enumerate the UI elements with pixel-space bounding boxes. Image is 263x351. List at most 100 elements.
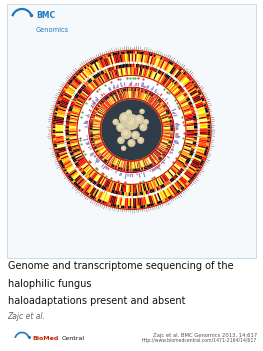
Wedge shape [207, 118, 210, 120]
Wedge shape [93, 155, 96, 157]
Wedge shape [173, 69, 179, 77]
Wedge shape [169, 141, 172, 143]
Wedge shape [127, 67, 129, 75]
Wedge shape [116, 69, 119, 76]
Wedge shape [62, 158, 70, 163]
Wedge shape [99, 98, 164, 162]
Wedge shape [102, 99, 105, 102]
Wedge shape [74, 78, 81, 85]
Wedge shape [160, 177, 165, 184]
Wedge shape [95, 78, 100, 85]
Wedge shape [124, 168, 125, 171]
Wedge shape [105, 97, 108, 99]
Wedge shape [192, 161, 199, 166]
Wedge shape [138, 68, 140, 75]
Wedge shape [182, 105, 190, 109]
Wedge shape [162, 139, 169, 142]
Wedge shape [206, 144, 209, 146]
Wedge shape [155, 193, 160, 201]
Wedge shape [86, 175, 89, 179]
Wedge shape [100, 156, 103, 159]
Text: Genomics: Genomics [36, 27, 69, 33]
Wedge shape [194, 155, 202, 160]
Wedge shape [172, 146, 174, 148]
Wedge shape [111, 157, 115, 163]
Wedge shape [108, 71, 112, 79]
Wedge shape [111, 182, 114, 190]
Wedge shape [107, 155, 112, 161]
Wedge shape [166, 60, 169, 63]
Wedge shape [164, 79, 169, 86]
Wedge shape [94, 137, 100, 139]
Wedge shape [147, 165, 149, 168]
Text: haloadaptations present and absent: haloadaptations present and absent [8, 297, 185, 306]
Wedge shape [168, 114, 171, 116]
Wedge shape [59, 97, 62, 100]
Wedge shape [169, 77, 173, 81]
Wedge shape [158, 192, 163, 200]
Wedge shape [151, 181, 155, 188]
Wedge shape [69, 132, 76, 134]
Wedge shape [130, 206, 132, 209]
Wedge shape [146, 85, 148, 89]
Circle shape [116, 122, 126, 132]
Wedge shape [178, 190, 181, 193]
Wedge shape [94, 174, 99, 180]
Circle shape [133, 132, 137, 137]
Wedge shape [97, 145, 103, 148]
Wedge shape [97, 112, 103, 116]
Wedge shape [94, 147, 97, 150]
Wedge shape [127, 88, 128, 91]
Wedge shape [183, 92, 187, 95]
Wedge shape [86, 81, 89, 85]
Wedge shape [130, 185, 132, 192]
Wedge shape [147, 190, 149, 194]
Wedge shape [149, 157, 153, 163]
Wedge shape [75, 176, 82, 183]
Wedge shape [130, 51, 132, 54]
Wedge shape [179, 68, 182, 71]
Wedge shape [162, 117, 169, 120]
Wedge shape [95, 142, 102, 145]
Wedge shape [164, 107, 168, 110]
Wedge shape [84, 83, 87, 87]
Wedge shape [134, 91, 135, 98]
Wedge shape [198, 166, 201, 169]
Wedge shape [92, 115, 95, 117]
Wedge shape [161, 142, 168, 145]
Wedge shape [101, 100, 104, 103]
Wedge shape [164, 151, 167, 154]
Wedge shape [200, 126, 208, 128]
Wedge shape [123, 185, 125, 192]
Wedge shape [102, 70, 104, 74]
Wedge shape [90, 138, 94, 139]
Wedge shape [90, 136, 93, 137]
Wedge shape [91, 141, 94, 143]
Wedge shape [166, 147, 169, 149]
Wedge shape [53, 135, 55, 137]
Wedge shape [118, 90, 119, 93]
Wedge shape [114, 197, 118, 205]
Wedge shape [102, 151, 107, 155]
Wedge shape [93, 135, 100, 137]
Wedge shape [157, 159, 160, 161]
Wedge shape [144, 86, 146, 88]
Wedge shape [163, 126, 170, 127]
Wedge shape [147, 66, 149, 69]
Wedge shape [170, 129, 174, 130]
Wedge shape [89, 132, 93, 133]
Wedge shape [153, 57, 157, 65]
Wedge shape [55, 130, 63, 132]
Wedge shape [72, 109, 79, 113]
Wedge shape [164, 106, 167, 108]
Wedge shape [129, 64, 130, 67]
Wedge shape [154, 167, 157, 170]
Wedge shape [186, 136, 194, 138]
Wedge shape [175, 162, 182, 168]
Wedge shape [156, 187, 159, 191]
Wedge shape [187, 127, 194, 128]
Wedge shape [171, 148, 174, 150]
Wedge shape [140, 205, 142, 208]
Wedge shape [94, 148, 98, 151]
Wedge shape [124, 82, 125, 86]
